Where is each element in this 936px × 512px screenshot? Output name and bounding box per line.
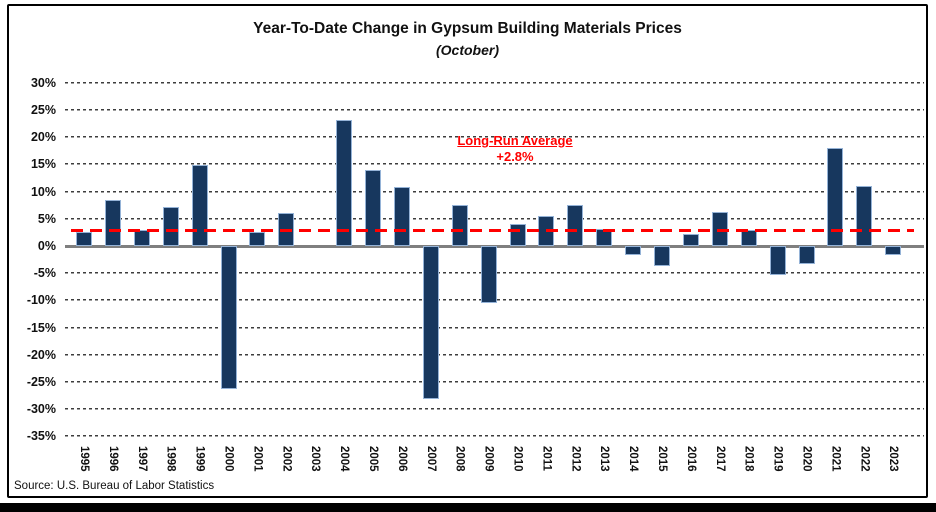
average-annotation-label: Long-Run Average	[457, 133, 573, 148]
x-tick-label-1997: 1997	[135, 446, 148, 472]
bar-1998	[162, 206, 179, 246]
gridline--25	[65, 381, 924, 383]
bar-2020	[798, 246, 815, 264]
y-tick-label: 5%	[37, 211, 56, 226]
bar-2006	[393, 187, 410, 246]
bar-2008	[451, 204, 468, 246]
average-annotation-value: +2.8%	[496, 149, 534, 164]
x-tick-label-2019: 2019	[771, 446, 784, 472]
y-tick-label: 10%	[30, 184, 56, 199]
plot-area: 30% 25% 20% 15% 10% 5% 0% -5% -10% -15% -20% -25% -3…	[9, 6, 926, 496]
x-tick-label-1998: 1998	[164, 446, 177, 472]
bar-1997	[133, 230, 150, 246]
y-tick-label: -25%	[26, 375, 56, 389]
x-tick-label-2002: 2002	[280, 446, 293, 472]
bar-2009	[480, 246, 497, 303]
y-tick-label: -30%	[26, 402, 56, 417]
x-tick-label-2022: 2022	[858, 446, 871, 472]
x-tick-label-2000: 2000	[222, 446, 235, 472]
bar-1999	[191, 165, 208, 246]
gridline-5	[65, 217, 924, 220]
bar-1995	[76, 231, 92, 246]
chart-subtitle: (October)	[436, 42, 499, 58]
bar-2014	[625, 246, 642, 256]
bar-2019	[769, 246, 786, 276]
y-tick-label: -15%	[26, 320, 56, 335]
x-tick-label-2020: 2020	[800, 446, 813, 472]
bottom-rule	[0, 503, 936, 512]
y-tick-label: -20%	[26, 347, 56, 362]
x-tick-label-2005: 2005	[367, 446, 379, 472]
bar-2022	[856, 185, 873, 246]
bar-2004	[336, 120, 353, 246]
x-tick-label-2006: 2006	[395, 446, 408, 472]
x-tick-label-1995: 1995	[78, 446, 90, 472]
x-tick-label-2011: 2011	[540, 446, 553, 471]
gridline-15	[65, 163, 924, 166]
x-tick-label-2007: 2007	[424, 446, 437, 472]
x-tick-label-2001: 2001	[251, 446, 264, 472]
x-tick-label-2013: 2013	[598, 446, 611, 472]
gridline-10	[65, 190, 924, 193]
gridline--20	[65, 353, 924, 356]
bar-2023	[885, 246, 902, 255]
x-tick-label-2010: 2010	[511, 446, 524, 472]
x-tick-label-1996: 1996	[106, 446, 119, 472]
y-tick-label: 0%	[37, 239, 56, 253]
y-tick-label: 15%	[30, 157, 56, 172]
bar-2005	[365, 170, 381, 246]
source-note: Source: U.S. Bureau of Labor Statistics	[14, 480, 215, 492]
x-tick-label-2023: 2023	[887, 446, 900, 472]
x-tick-label-2008: 2008	[453, 446, 466, 472]
x-tick-label-2012: 2012	[569, 446, 582, 472]
x-tick-label-2004: 2004	[338, 446, 351, 472]
gridline-25	[65, 109, 924, 111]
x-tick-label-2021: 2021	[829, 446, 842, 472]
y-tick-label: 20%	[30, 130, 56, 145]
average-reference-line	[71, 229, 914, 233]
bar-2018	[740, 230, 757, 246]
gridline--15	[65, 326, 924, 329]
x-tick-label-2018: 2018	[742, 446, 755, 472]
chart-frame: Year-To-Date Change in Gypsum Building M…	[7, 4, 928, 498]
y-tick-label: -35%	[26, 429, 56, 444]
bar-1996	[104, 200, 121, 246]
x-tick-label-2014: 2014	[627, 446, 640, 472]
bar-2001	[249, 231, 266, 246]
bar-2015	[654, 246, 670, 266]
y-tick-label: 30%	[30, 75, 56, 90]
x-tick-label-2017: 2017	[713, 446, 726, 472]
bar-2016	[682, 234, 699, 246]
bar-2010	[509, 224, 526, 246]
bar-2000	[220, 246, 237, 389]
gridline--30	[65, 408, 924, 411]
x-tick-label-2009: 2009	[482, 446, 495, 472]
bar-2007	[422, 246, 439, 400]
bar-2012	[567, 204, 584, 246]
x-tick-label-2016: 2016	[684, 446, 697, 472]
y-tick-label: -10%	[26, 293, 56, 308]
gridline--35	[65, 435, 924, 438]
chart-title: Year-To-Date Change in Gypsum Building M…	[253, 20, 682, 37]
average-annotation: Long-Run Average +2.8%	[429, 133, 601, 165]
y-tick-label: 25%	[30, 103, 56, 117]
x-tick-label-2015: 2015	[656, 446, 668, 472]
y-tick-label: -5%	[33, 266, 56, 281]
x-tick-label-1999: 1999	[193, 446, 206, 472]
gridline-30	[65, 81, 924, 84]
bar-2017	[711, 212, 728, 246]
bar-2021	[827, 148, 844, 246]
x-tick-label-2003: 2003	[309, 446, 322, 472]
gridline-20	[65, 136, 924, 139]
